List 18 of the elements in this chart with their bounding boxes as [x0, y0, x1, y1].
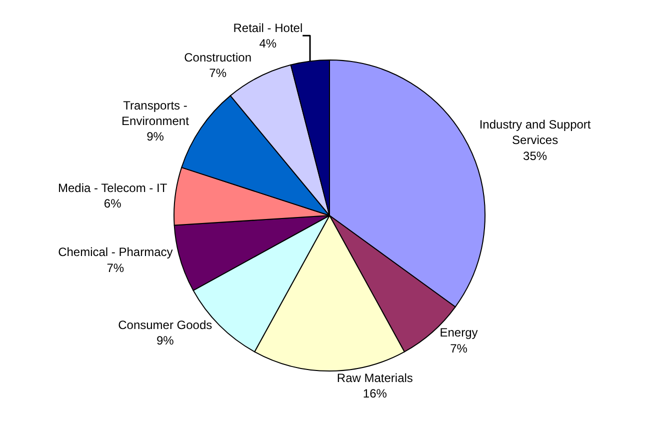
slice-label: Industry and Support Services — [479, 118, 592, 148]
slice-label: Construction — [184, 50, 252, 64]
slice-label: Retail - Hotel — [233, 20, 303, 35]
data-label: 7% — [209, 66, 227, 80]
slice-label: Transports - Environment — [122, 98, 190, 128]
slice-label: Consumer Goods — [118, 318, 212, 332]
data-label: 7% — [450, 341, 468, 356]
data-label: 9% — [156, 334, 174, 348]
data-label: 35% — [523, 148, 548, 163]
data-label: 4% — [259, 36, 277, 50]
slice-label: Chemical - Pharmacy — [58, 245, 173, 260]
data-label: 7% — [106, 260, 124, 275]
slice-label: Energy — [440, 326, 478, 340]
data-label: 6% — [104, 196, 122, 211]
data-label: 9% — [146, 130, 164, 144]
data-label: 16% — [362, 386, 388, 401]
slice-label: Media - Telecom - IT — [58, 180, 168, 195]
slice-label: Raw Materials — [336, 371, 413, 385]
